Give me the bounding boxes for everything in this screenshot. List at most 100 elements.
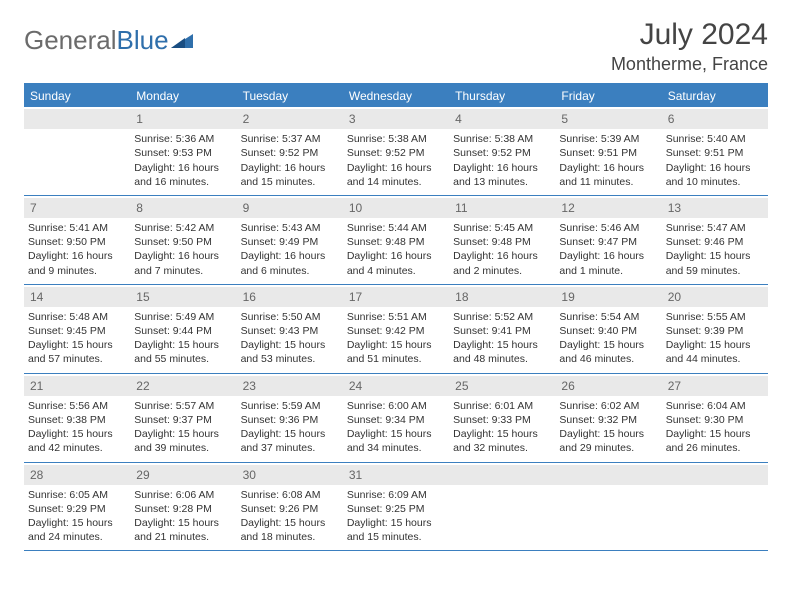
day-info: Sunrise: 5:59 AM Sunset: 9:36 PM Dayligh…	[241, 399, 339, 456]
day-cell	[555, 463, 661, 551]
dow-label: Sunday	[24, 85, 130, 107]
day-info: Sunrise: 5:50 AM Sunset: 9:43 PM Dayligh…	[241, 310, 339, 367]
day-number: 22	[130, 376, 236, 396]
week-row: 1 Sunrise: 5:36 AM Sunset: 9:53 PM Daylig…	[24, 107, 768, 196]
day-info: Sunrise: 5:36 AM Sunset: 9:53 PM Dayligh…	[134, 132, 232, 189]
day-number: 12	[555, 198, 661, 218]
day-cell: 3 Sunrise: 5:38 AM Sunset: 9:52 PM Daylig…	[343, 107, 449, 195]
day-cell: 26 Sunrise: 6:02 AM Sunset: 9:32 PM Dayli…	[555, 374, 661, 462]
calendar: SundayMondayTuesdayWednesdayThursdayFrid…	[24, 83, 768, 551]
day-number: 1	[130, 109, 236, 129]
day-cell: 10Sunrise: 5:44 AM Sunset: 9:48 PM Dayli…	[343, 196, 449, 284]
day-number: 3	[343, 109, 449, 129]
weeks-container: 1 Sunrise: 5:36 AM Sunset: 9:53 PM Daylig…	[24, 107, 768, 551]
day-number: 18	[449, 287, 555, 307]
day-number	[555, 465, 661, 485]
day-number: 9	[237, 198, 343, 218]
dow-label: Monday	[130, 85, 236, 107]
week-row: 14Sunrise: 5:48 AM Sunset: 9:45 PM Dayli…	[24, 285, 768, 374]
day-number	[662, 465, 768, 485]
day-info: Sunrise: 6:08 AM Sunset: 9:26 PM Dayligh…	[241, 488, 339, 545]
day-number: 23	[237, 376, 343, 396]
dow-label: Wednesday	[343, 85, 449, 107]
day-info: Sunrise: 5:54 AM Sunset: 9:40 PM Dayligh…	[559, 310, 657, 367]
day-cell: 31Sunrise: 6:09 AM Sunset: 9:25 PM Dayli…	[343, 463, 449, 551]
location: Montherme, France	[611, 54, 768, 75]
day-cell: 21 Sunrise: 5:56 AM Sunset: 9:38 PM Dayli…	[24, 374, 130, 462]
week-row: 28Sunrise: 6:05 AM Sunset: 9:29 PM Dayli…	[24, 463, 768, 552]
day-info: Sunrise: 6:04 AM Sunset: 9:30 PM Dayligh…	[666, 399, 764, 456]
day-cell: 4Sunrise: 5:38 AM Sunset: 9:52 PM Daylig…	[449, 107, 555, 195]
day-number: 24	[343, 376, 449, 396]
day-number	[449, 465, 555, 485]
day-info: Sunrise: 6:01 AM Sunset: 9:33 PM Dayligh…	[453, 399, 551, 456]
day-number: 21	[24, 376, 130, 396]
day-number: 29	[130, 465, 236, 485]
day-cell: 28Sunrise: 6:05 AM Sunset: 9:29 PM Dayli…	[24, 463, 130, 551]
day-info: Sunrise: 5:38 AM Sunset: 9:52 PM Dayligh…	[453, 132, 551, 189]
day-info: Sunrise: 6:00 AM Sunset: 9:34 PM Dayligh…	[347, 399, 445, 456]
day-cell: 6Sunrise: 5:40 AM Sunset: 9:51 PM Daylig…	[662, 107, 768, 195]
day-cell: 18 Sunrise: 5:52 AM Sunset: 9:41 PM Dayli…	[449, 285, 555, 373]
day-number: 19	[555, 287, 661, 307]
day-info: Sunrise: 5:40 AM Sunset: 9:51 PM Dayligh…	[666, 132, 764, 189]
day-number: 20	[662, 287, 768, 307]
day-cell: 27 Sunrise: 6:04 AM Sunset: 9:30 PM Dayli…	[662, 374, 768, 462]
week-row: 21 Sunrise: 5:56 AM Sunset: 9:38 PM Dayli…	[24, 374, 768, 463]
month-title: July 2024	[611, 18, 768, 52]
day-cell: 30Sunrise: 6:08 AM Sunset: 9:26 PM Dayli…	[237, 463, 343, 551]
day-cell: 8 Sunrise: 5:42 AM Sunset: 9:50 PM Daylig…	[130, 196, 236, 284]
brand-part1: General	[24, 25, 117, 56]
brand-logo: GeneralBlue	[24, 24, 193, 57]
day-cell	[449, 463, 555, 551]
day-info: Sunrise: 5:41 AM Sunset: 9:50 PM Dayligh…	[28, 221, 126, 278]
day-info: Sunrise: 5:52 AM Sunset: 9:41 PM Dayligh…	[453, 310, 551, 367]
day-info: Sunrise: 5:56 AM Sunset: 9:38 PM Dayligh…	[28, 399, 126, 456]
day-number: 17	[343, 287, 449, 307]
day-info: Sunrise: 5:42 AM Sunset: 9:50 PM Dayligh…	[134, 221, 232, 278]
brand-part2: Blue	[117, 25, 169, 56]
day-number: 10	[343, 198, 449, 218]
day-cell: 25 Sunrise: 6:01 AM Sunset: 9:33 PM Dayli…	[449, 374, 555, 462]
title-block: July 2024 Montherme, France	[611, 18, 768, 75]
day-number: 16	[237, 287, 343, 307]
day-number: 15	[130, 287, 236, 307]
day-number: 7	[24, 198, 130, 218]
day-info: Sunrise: 6:05 AM Sunset: 9:29 PM Dayligh…	[28, 488, 126, 545]
day-cell	[662, 463, 768, 551]
day-number: 8	[130, 198, 236, 218]
day-cell: 5 Sunrise: 5:39 AM Sunset: 9:51 PM Daylig…	[555, 107, 661, 195]
day-number: 14	[24, 287, 130, 307]
day-cell: 13Sunrise: 5:47 AM Sunset: 9:46 PM Dayli…	[662, 196, 768, 284]
day-cell: 23 Sunrise: 5:59 AM Sunset: 9:36 PM Dayli…	[237, 374, 343, 462]
day-cell: 16 Sunrise: 5:50 AM Sunset: 9:43 PM Dayli…	[237, 285, 343, 373]
day-number: 5	[555, 109, 661, 129]
day-number: 27	[662, 376, 768, 396]
day-info: Sunrise: 5:43 AM Sunset: 9:49 PM Dayligh…	[241, 221, 339, 278]
day-cell	[24, 107, 130, 195]
week-row: 7 Sunrise: 5:41 AM Sunset: 9:50 PM Daylig…	[24, 196, 768, 285]
day-info: Sunrise: 5:39 AM Sunset: 9:51 PM Dayligh…	[559, 132, 657, 189]
day-info: Sunrise: 5:49 AM Sunset: 9:44 PM Dayligh…	[134, 310, 232, 367]
day-cell: 24 Sunrise: 6:00 AM Sunset: 9:34 PM Dayli…	[343, 374, 449, 462]
day-info: Sunrise: 5:38 AM Sunset: 9:52 PM Dayligh…	[347, 132, 445, 189]
day-cell: 20 Sunrise: 5:55 AM Sunset: 9:39 PM Dayli…	[662, 285, 768, 373]
day-cell: 1 Sunrise: 5:36 AM Sunset: 9:53 PM Daylig…	[130, 107, 236, 195]
day-number: 13	[662, 198, 768, 218]
day-info: Sunrise: 5:37 AM Sunset: 9:52 PM Dayligh…	[241, 132, 339, 189]
dow-label: Tuesday	[237, 85, 343, 107]
day-number: 25	[449, 376, 555, 396]
day-info: Sunrise: 6:02 AM Sunset: 9:32 PM Dayligh…	[559, 399, 657, 456]
dow-label: Friday	[555, 85, 661, 107]
day-cell: 9 Sunrise: 5:43 AM Sunset: 9:49 PM Daylig…	[237, 196, 343, 284]
day-cell: 12Sunrise: 5:46 AM Sunset: 9:47 PM Dayli…	[555, 196, 661, 284]
day-info: Sunrise: 6:09 AM Sunset: 9:25 PM Dayligh…	[347, 488, 445, 545]
day-cell: 19 Sunrise: 5:54 AM Sunset: 9:40 PM Dayli…	[555, 285, 661, 373]
dow-label: Saturday	[662, 85, 768, 107]
day-cell: 2Sunrise: 5:37 AM Sunset: 9:52 PM Daylig…	[237, 107, 343, 195]
day-cell: 15 Sunrise: 5:49 AM Sunset: 9:44 PM Dayli…	[130, 285, 236, 373]
day-info: Sunrise: 5:55 AM Sunset: 9:39 PM Dayligh…	[666, 310, 764, 367]
day-cell: 29Sunrise: 6:06 AM Sunset: 9:28 PM Dayli…	[130, 463, 236, 551]
dow-row: SundayMondayTuesdayWednesdayThursdayFrid…	[24, 85, 768, 107]
day-number: 26	[555, 376, 661, 396]
